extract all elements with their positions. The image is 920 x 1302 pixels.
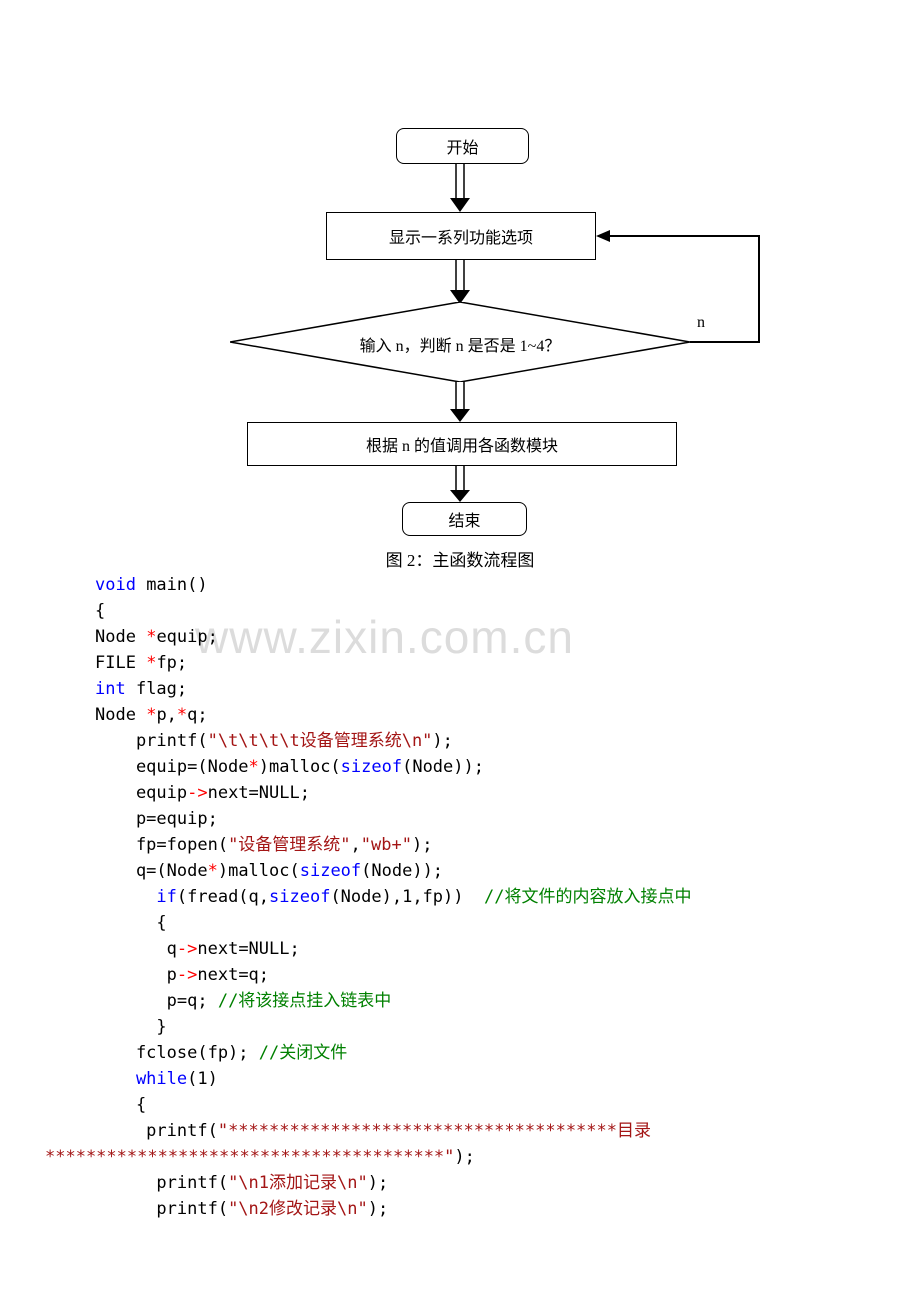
t: -> bbox=[187, 783, 207, 803]
t: "设备管理系统" bbox=[228, 835, 350, 855]
t: equip=(Node bbox=[95, 757, 249, 777]
t: ); bbox=[368, 1173, 388, 1193]
t: printf( bbox=[95, 731, 208, 751]
t: void bbox=[95, 575, 136, 595]
t: } bbox=[95, 1017, 167, 1037]
node-call-text: 根据 n 的值调用各函数模块 bbox=[366, 432, 558, 456]
flowchart-caption: 图 2：主函数流程图 bbox=[0, 546, 920, 571]
t: * bbox=[146, 705, 156, 725]
t: ); bbox=[412, 835, 432, 855]
edge-loop-arrow bbox=[596, 228, 760, 244]
t: { bbox=[95, 601, 105, 621]
t: //关闭文件 bbox=[259, 1043, 347, 1063]
edge-loop-h1 bbox=[690, 341, 760, 343]
node-start-text: 开始 bbox=[446, 134, 478, 158]
node-menu: 显示一系列功能选项 bbox=[326, 212, 596, 260]
node-end-text: 结束 bbox=[448, 507, 480, 531]
t: { bbox=[95, 1095, 146, 1115]
t: printf( bbox=[95, 1173, 228, 1193]
arrow-1 bbox=[450, 164, 470, 212]
t: fp; bbox=[156, 653, 187, 673]
t: "\n1添加记录\n" bbox=[228, 1173, 368, 1193]
t: sizeof bbox=[300, 861, 361, 881]
t: //将文件的内容放入接点中 bbox=[484, 887, 691, 907]
flowchart: 开始 显示一系列功能选项 输入 n，判断 n 是否是 1~4？ bbox=[0, 128, 920, 538]
t: (Node)); bbox=[361, 861, 443, 881]
node-start: 开始 bbox=[396, 128, 529, 164]
t: (1) bbox=[187, 1069, 218, 1089]
t: (fread(q, bbox=[177, 887, 269, 907]
t: (Node),1,fp)) bbox=[330, 887, 484, 907]
t: -> bbox=[177, 965, 197, 985]
code-block: void main() { Node *equip; FILE *fp; int… bbox=[95, 572, 835, 1222]
t: q; bbox=[187, 705, 207, 725]
t: fp=fopen( bbox=[95, 835, 228, 855]
node-decision-text: 输入 n，判断 n 是否是 1~4？ bbox=[230, 332, 690, 356]
t: next=q; bbox=[197, 965, 269, 985]
t: Node bbox=[95, 627, 146, 647]
t: * bbox=[146, 627, 156, 647]
t: -> bbox=[177, 939, 197, 959]
arrow-3 bbox=[450, 382, 470, 422]
page: www.zixin.com.cn 开始 显示一系列功能选项 输入 n，判断 bbox=[0, 0, 920, 1302]
t: int bbox=[95, 679, 126, 699]
t: //将该接点挂入链表中 bbox=[218, 991, 391, 1011]
t: next=NULL; bbox=[197, 939, 299, 959]
t: * bbox=[249, 757, 259, 777]
t: * bbox=[177, 705, 187, 725]
arrow-4 bbox=[450, 466, 470, 502]
t: "wb+" bbox=[361, 835, 412, 855]
t: p, bbox=[156, 705, 176, 725]
t: sizeof bbox=[269, 887, 330, 907]
t: ***************************************" bbox=[45, 1147, 454, 1167]
t: * bbox=[146, 653, 156, 673]
arrow-2 bbox=[450, 260, 470, 304]
t: "\t\t\t\t设备管理系统\n" bbox=[208, 731, 433, 751]
t: p=equip; bbox=[95, 809, 218, 829]
t: p=q; bbox=[95, 991, 218, 1011]
t: fclose(fp); bbox=[95, 1043, 259, 1063]
t: )malloc( bbox=[218, 861, 300, 881]
t: ); bbox=[368, 1199, 388, 1219]
node-end: 结束 bbox=[402, 502, 527, 536]
node-menu-text: 显示一系列功能选项 bbox=[389, 224, 533, 248]
t: "**************************************目… bbox=[218, 1121, 651, 1141]
t: FILE bbox=[95, 653, 146, 673]
t: "\n2修改记录\n" bbox=[228, 1199, 368, 1219]
edge-loop-v bbox=[758, 236, 760, 343]
t: q=(Node bbox=[95, 861, 208, 881]
t: , bbox=[351, 835, 361, 855]
t: ); bbox=[454, 1147, 474, 1167]
t: ); bbox=[432, 731, 452, 751]
t: printf( bbox=[95, 1199, 228, 1219]
t: if bbox=[95, 887, 177, 907]
node-call: 根据 n 的值调用各函数模块 bbox=[247, 422, 677, 466]
t: flag; bbox=[126, 679, 187, 699]
t: { bbox=[95, 913, 167, 933]
t: )malloc( bbox=[259, 757, 341, 777]
t: equip; bbox=[156, 627, 217, 647]
node-decision: 输入 n，判断 n 是否是 1~4？ bbox=[230, 302, 690, 382]
t: while bbox=[95, 1069, 187, 1089]
t: Node bbox=[95, 705, 146, 725]
t: main() bbox=[136, 575, 208, 595]
t: * bbox=[208, 861, 218, 881]
t: p bbox=[95, 965, 177, 985]
t: (Node)); bbox=[402, 757, 484, 777]
t: sizeof bbox=[341, 757, 402, 777]
t: q bbox=[95, 939, 177, 959]
t: equip bbox=[95, 783, 187, 803]
t: printf( bbox=[95, 1121, 218, 1141]
edge-loop-label: n bbox=[697, 314, 705, 332]
t: next=NULL; bbox=[208, 783, 310, 803]
